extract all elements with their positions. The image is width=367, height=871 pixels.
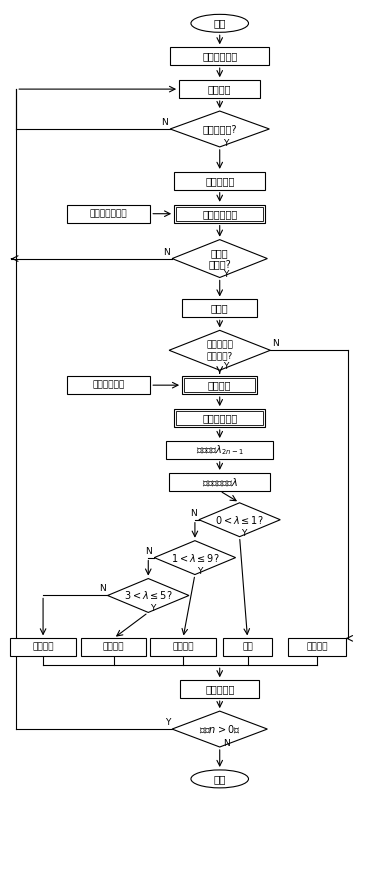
Ellipse shape — [191, 770, 248, 788]
Text: $\mathit{3<\lambda\leq5?}$: $\mathit{3<\lambda\leq5?}$ — [124, 590, 172, 602]
Text: 其它故障: 其它故障 — [306, 643, 328, 652]
FancyBboxPatch shape — [10, 638, 76, 656]
Polygon shape — [199, 503, 280, 537]
Text: 取较大，记作$\mathit{\lambda}$: 取较大，记作$\mathit{\lambda}$ — [201, 476, 238, 488]
Text: N: N — [161, 118, 168, 127]
Text: 有故障: 有故障 — [211, 303, 229, 314]
Text: 直接搜索算法: 直接搜索算法 — [92, 381, 125, 389]
Text: 转速$\mathit{n>0}$？: 转速$\mathit{n>0}$？ — [199, 723, 240, 735]
Text: N: N — [272, 340, 279, 348]
Polygon shape — [108, 578, 189, 612]
FancyBboxPatch shape — [174, 205, 265, 223]
Text: 中等故障: 中等故障 — [103, 643, 124, 652]
Text: 频率分量估计: 频率分量估计 — [202, 209, 237, 219]
FancyBboxPatch shape — [182, 376, 257, 395]
Text: N: N — [223, 739, 229, 748]
FancyBboxPatch shape — [180, 680, 259, 699]
Text: N: N — [163, 247, 170, 257]
Ellipse shape — [191, 14, 248, 32]
Text: $\mathit{1<\lambda\leq9?}$: $\mathit{1<\lambda\leq9?}$ — [171, 551, 219, 564]
Text: 继续采样: 继续采样 — [208, 84, 232, 94]
Text: 采样时间到?: 采样时间到? — [203, 124, 237, 134]
Text: 轻微故障: 轻微故障 — [172, 643, 194, 652]
Text: Y: Y — [150, 604, 156, 613]
Text: Y: Y — [197, 566, 202, 576]
Text: Y: Y — [223, 138, 228, 148]
Text: 频率幅值估计: 频率幅值估计 — [202, 413, 237, 423]
FancyBboxPatch shape — [169, 473, 270, 491]
Text: 功率谱估计算法: 功率谱估计算法 — [90, 209, 127, 219]
FancyBboxPatch shape — [179, 80, 261, 98]
Polygon shape — [154, 541, 236, 575]
FancyBboxPatch shape — [174, 409, 265, 427]
Text: 正常: 正常 — [242, 643, 253, 652]
FancyBboxPatch shape — [67, 376, 150, 395]
Polygon shape — [169, 330, 270, 370]
Text: 数据预处理: 数据预处理 — [205, 176, 235, 186]
Text: 显示、报警: 显示、报警 — [205, 685, 235, 694]
FancyBboxPatch shape — [150, 638, 216, 656]
Text: 启动采样程序: 启动采样程序 — [202, 51, 237, 61]
FancyBboxPatch shape — [170, 47, 269, 65]
Text: Y: Y — [223, 269, 228, 279]
Text: 有失磁故障
特征频率?: 有失磁故障 特征频率? — [206, 341, 233, 360]
Text: $\mathit{0<\lambda\leq1?}$: $\mathit{0<\lambda\leq1?}$ — [215, 514, 264, 526]
FancyBboxPatch shape — [288, 638, 346, 656]
FancyBboxPatch shape — [174, 172, 265, 190]
Polygon shape — [170, 111, 269, 147]
Text: 计算比较$\mathit{\lambda}_{2n-1}$: 计算比较$\mathit{\lambda}_{2n-1}$ — [196, 443, 244, 457]
Polygon shape — [172, 711, 268, 747]
Text: 结束: 结束 — [214, 774, 226, 784]
Text: Y: Y — [223, 362, 228, 371]
FancyBboxPatch shape — [223, 638, 272, 656]
FancyBboxPatch shape — [176, 206, 264, 220]
FancyBboxPatch shape — [166, 441, 273, 459]
FancyBboxPatch shape — [81, 638, 146, 656]
Text: Y: Y — [165, 718, 170, 727]
Text: N: N — [190, 509, 197, 517]
Text: 开始: 开始 — [214, 18, 226, 29]
Text: N: N — [99, 584, 106, 593]
FancyBboxPatch shape — [176, 411, 264, 425]
Text: N: N — [145, 547, 152, 556]
FancyBboxPatch shape — [67, 205, 150, 223]
Text: Y: Y — [241, 529, 247, 537]
Text: 失磁故障: 失磁故障 — [208, 380, 232, 390]
FancyBboxPatch shape — [182, 300, 257, 317]
Text: 严重故障: 严重故障 — [32, 643, 54, 652]
FancyBboxPatch shape — [184, 378, 255, 392]
Text: 奇次谐
波超标?: 奇次谐 波超标? — [208, 247, 231, 269]
Polygon shape — [172, 240, 268, 278]
